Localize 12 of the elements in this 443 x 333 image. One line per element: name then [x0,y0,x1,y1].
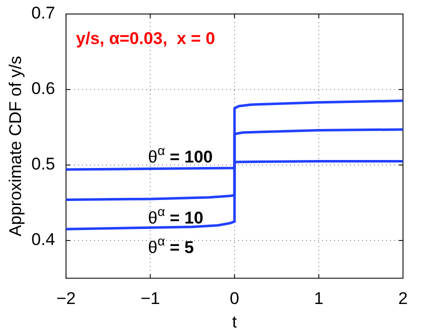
x-tick-label: 0 [230,289,240,308]
text: y/s, α=0.03, x = 0 [76,29,216,48]
x-tick-label: 2 [398,289,408,308]
x-tick-label: −2 [56,289,76,308]
x-tick-label: −1 [140,289,160,308]
y-tick-label: 0.5 [31,154,56,174]
y-tick-label: 0.4 [31,230,56,250]
x-axis-title: t [232,312,238,332]
y-tick-label: 0.6 [31,79,56,98]
y-tick-label: 0.7 [31,4,56,23]
x-tick-label: 1 [314,289,324,308]
y-axis-title: Approximate CDF of y/s [6,56,25,236]
